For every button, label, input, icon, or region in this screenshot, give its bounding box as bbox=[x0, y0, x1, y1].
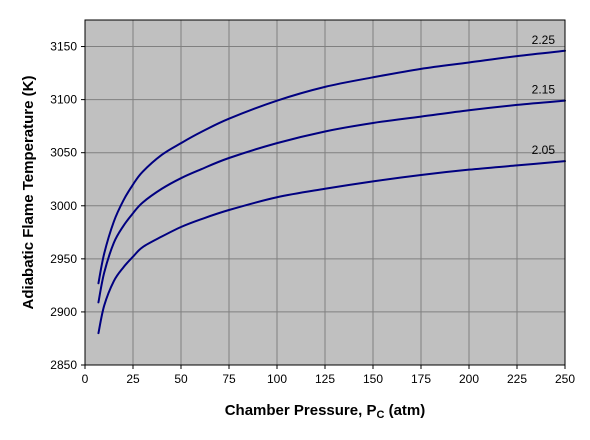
series-label-2-05: 2.05 bbox=[532, 143, 556, 157]
series-label-2-15: 2.15 bbox=[532, 83, 556, 97]
x-tick-label: 250 bbox=[555, 372, 575, 386]
x-axis-title-main: Chamber Pressure, P bbox=[225, 402, 377, 419]
grid-lines bbox=[85, 20, 565, 365]
y-tick-label: 3150 bbox=[50, 40, 77, 54]
series-line-2-05 bbox=[97, 160, 566, 335]
x-axis-title-units: (atm) bbox=[384, 402, 425, 419]
series-lines bbox=[97, 49, 566, 335]
plot-frame bbox=[84, 19, 566, 366]
x-tick-label: 175 bbox=[411, 372, 431, 386]
x-tick-label: 150 bbox=[363, 372, 383, 386]
y-tick-label: 2850 bbox=[50, 358, 77, 372]
axis-ticks bbox=[81, 46, 566, 369]
series-line-2-25 bbox=[97, 49, 566, 285]
y-tick-label: 2900 bbox=[50, 305, 77, 319]
y-axis-title: Adiabatic Flame Temperature (K) bbox=[20, 76, 37, 310]
x-tick-label: 225 bbox=[507, 372, 527, 386]
tick-labels: 0 25 50 75 100 125 150 175 200 225 250 2850 2900 2950… bbox=[50, 33, 575, 386]
series-label-2-25: 2.25 bbox=[532, 33, 556, 47]
x-tick-label: 100 bbox=[267, 372, 287, 386]
x-axis-title-subscript: C bbox=[376, 409, 384, 421]
x-tick-label: 25 bbox=[126, 372, 140, 386]
x-axis-title: Chamber Pressure, PC (atm) bbox=[225, 402, 426, 421]
x-tick-label: 0 bbox=[82, 372, 89, 386]
y-tick-label: 3000 bbox=[50, 199, 77, 213]
y-tick-label: 3050 bbox=[50, 146, 77, 160]
x-tick-label: 200 bbox=[459, 372, 479, 386]
y-tick-label: 3100 bbox=[50, 93, 77, 107]
y-tick-label: 2950 bbox=[50, 252, 77, 266]
series-line-2-15 bbox=[97, 99, 566, 304]
x-tick-label: 125 bbox=[315, 372, 335, 386]
x-tick-label: 75 bbox=[222, 372, 236, 386]
x-tick-label: 50 bbox=[174, 372, 188, 386]
